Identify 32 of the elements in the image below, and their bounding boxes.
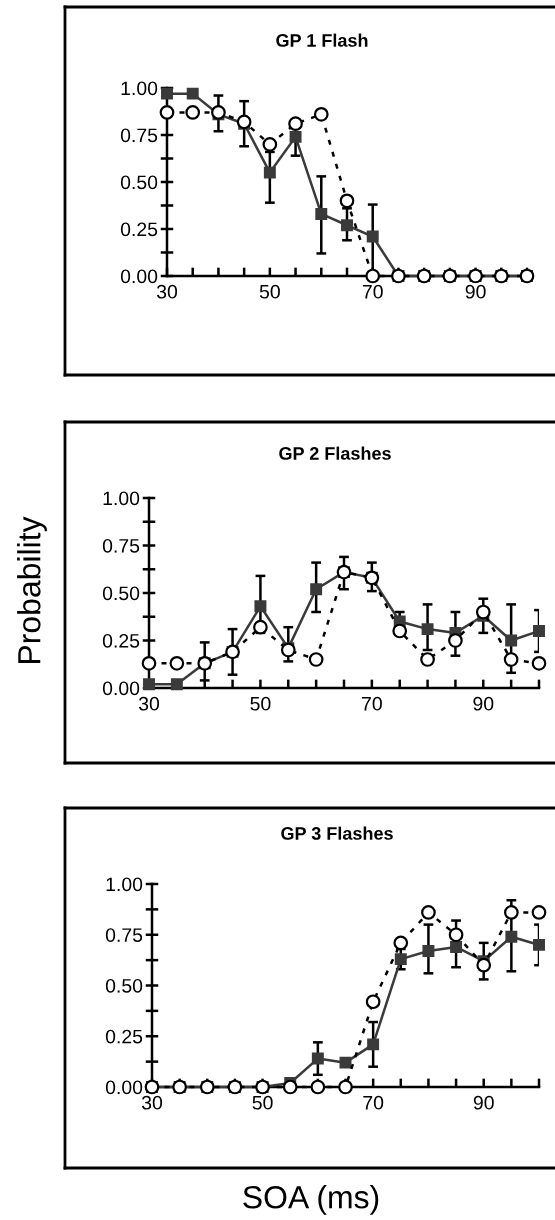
chart-title: GP 2 Flashes: [279, 446, 391, 460]
y-tick-label: 0.00: [105, 1080, 143, 1095]
x-tick-label: 30: [156, 284, 178, 299]
x-tick-label: 50: [259, 284, 280, 299]
y-tick-label: 0.50: [120, 175, 158, 190]
y-tick-label: 1.00: [103, 491, 140, 506]
y-tick-label: 0.50: [102, 586, 140, 601]
y-tick-label: 0.50: [105, 978, 143, 993]
x-tick-label: 30: [138, 696, 160, 711]
y-axis-title: Probability: [17, 516, 47, 663]
y-tick-label: 0.25: [120, 222, 158, 237]
x-tick-label: 70: [363, 1095, 384, 1110]
x-tick-label: 70: [362, 696, 382, 711]
y-tick-label: 0.25: [105, 1029, 143, 1044]
y-tick-label: 0.25: [102, 633, 140, 648]
x-axis-title: SOA (ms): [243, 1185, 379, 1215]
x-tick-label: 90: [473, 1095, 494, 1110]
y-tick-label: 0.75: [102, 538, 140, 553]
y-tick-label: 1.00: [106, 877, 143, 892]
chart-title: GP 3 Flashes: [281, 826, 393, 840]
x-tick-label: 50: [250, 696, 271, 711]
y-tick-label: 1.00: [121, 81, 158, 96]
chart-title: GP 1 Flash: [276, 33, 368, 47]
x-tick-label: 70: [362, 284, 383, 299]
y-tick-label: 0.75: [120, 128, 158, 143]
x-tick-label: 30: [141, 1095, 163, 1110]
y-tick-label: 0.75: [105, 928, 143, 942]
y-tick-label: 0.00: [102, 681, 140, 696]
y-tick-label: 0.00: [120, 269, 158, 284]
x-tick-label: 90: [473, 696, 494, 711]
x-tick-label: 90: [465, 284, 486, 299]
x-tick-label: 50: [252, 1095, 273, 1110]
